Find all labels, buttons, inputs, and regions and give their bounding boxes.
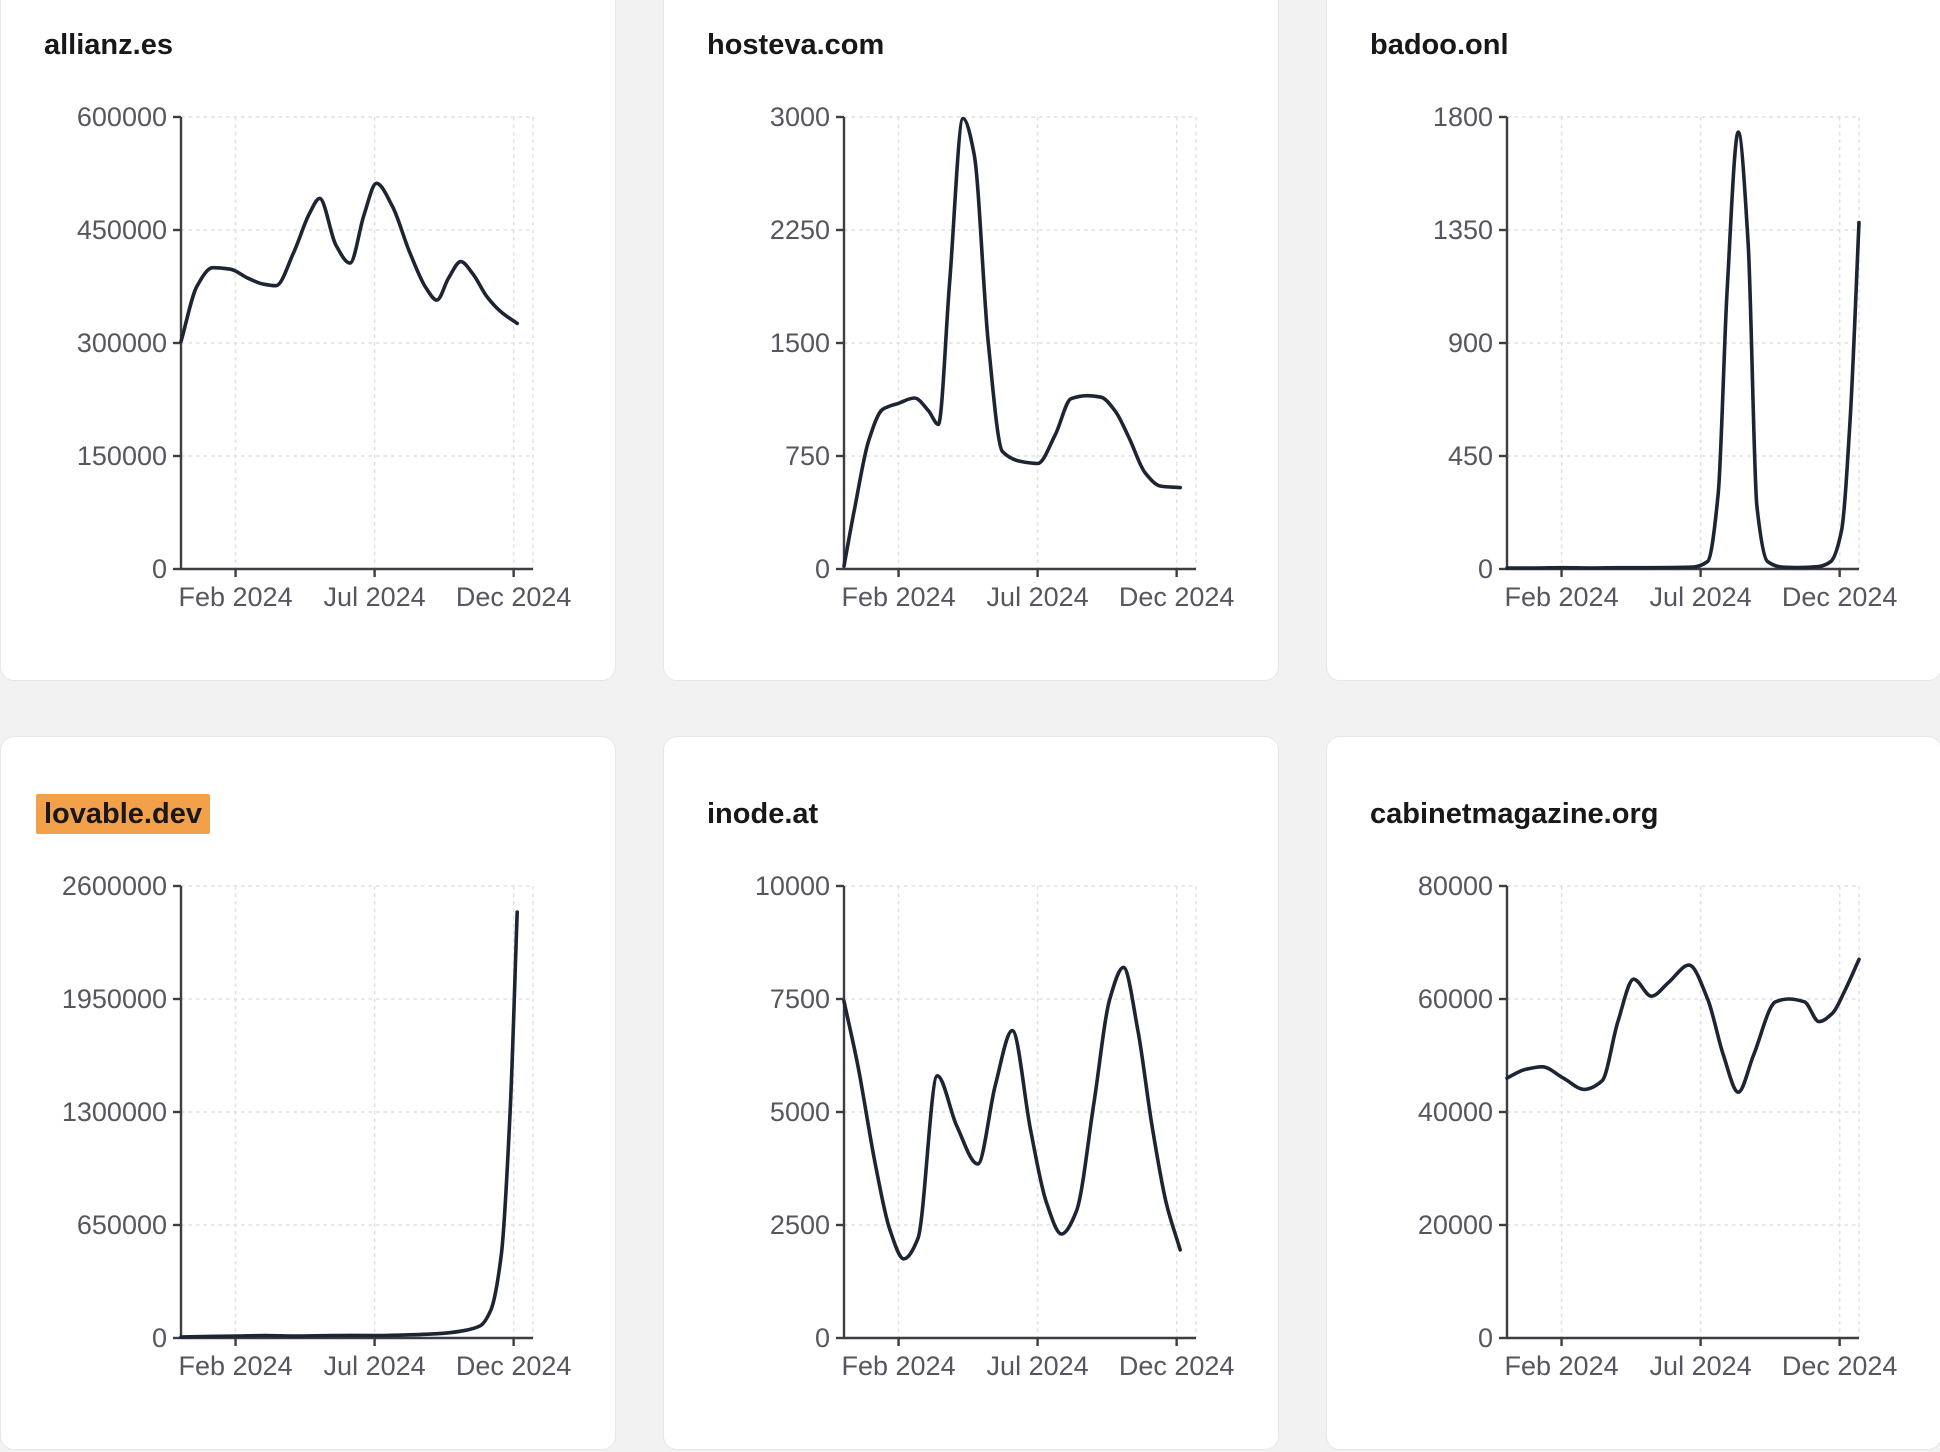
line-chart: 0 2500 5000 7500 10000 Feb 2024 Jul 2024 Dec 20…	[755, 871, 1235, 1381]
svg-text:80000: 80000	[1418, 871, 1493, 901]
svg-text:2250: 2250	[770, 215, 830, 245]
svg-text:Feb 2024: Feb 2024	[1505, 1351, 1619, 1381]
svg-text:Feb 2024: Feb 2024	[179, 1351, 293, 1381]
svg-text:20000: 20000	[1418, 1210, 1493, 1240]
chart-title-text: hosteva.com	[707, 29, 885, 61]
line-chart: 0 650000 1300000 1950000 2600000 Feb 2024 Jul …	[62, 871, 572, 1381]
svg-text:1950000: 1950000	[62, 984, 167, 1014]
svg-text:Feb 2024: Feb 2024	[842, 582, 956, 612]
chart-card-badoo-onl: badoo.onl 0 450 900 1350 1800 Feb 2024 Jul 202…	[1326, 0, 1940, 681]
svg-text:40000: 40000	[1418, 1097, 1493, 1127]
svg-text:Feb 2024: Feb 2024	[179, 582, 293, 612]
svg-text:650000: 650000	[77, 1210, 167, 1240]
svg-text:Jul 2024: Jul 2024	[1650, 582, 1752, 612]
chart-title: allianz.es	[44, 28, 615, 63]
svg-text:Jul 2024: Jul 2024	[987, 582, 1089, 612]
chart-title-text: badoo.onl	[1370, 29, 1509, 61]
svg-text:600000: 600000	[77, 102, 167, 132]
svg-text:450: 450	[1448, 441, 1493, 471]
chart-title: lovable.dev	[36, 794, 615, 834]
svg-text:Dec 2024: Dec 2024	[456, 1351, 572, 1381]
chart-card-allianz-es: allianz.es 0 150000 300000 450000 600000 Feb …	[0, 0, 616, 681]
svg-text:Dec 2024: Dec 2024	[1782, 1351, 1898, 1381]
svg-text:150000: 150000	[77, 441, 167, 471]
chart-card-cabinetmagazine-org: cabinetmagazine.org 0 20000 40000 60000 8000…	[1326, 736, 1940, 1450]
line-chart: 0 750 1500 2250 3000 Feb 2024 Jul 2024 Dec 2024	[770, 102, 1235, 612]
svg-text:10000: 10000	[755, 871, 830, 901]
svg-text:Dec 2024: Dec 2024	[456, 582, 572, 612]
svg-text:Jul 2024: Jul 2024	[324, 1351, 426, 1381]
chart-title-text: inode.at	[707, 798, 819, 830]
svg-text:750: 750	[785, 441, 830, 471]
svg-text:900: 900	[1448, 328, 1493, 358]
svg-text:3000: 3000	[770, 102, 830, 132]
svg-text:1800: 1800	[1433, 102, 1493, 132]
svg-text:Dec 2024: Dec 2024	[1119, 1351, 1235, 1381]
svg-text:Jul 2024: Jul 2024	[1650, 1351, 1752, 1381]
chart-card-hosteva-com: hosteva.com 0 750 1500 2250 3000 Feb 2024 Jul …	[663, 0, 1279, 681]
svg-text:Dec 2024: Dec 2024	[1782, 582, 1898, 612]
svg-text:0: 0	[152, 554, 167, 584]
svg-text:60000: 60000	[1418, 984, 1493, 1014]
svg-text:0: 0	[152, 1323, 167, 1353]
svg-text:Dec 2024: Dec 2024	[1119, 582, 1235, 612]
svg-text:0: 0	[1478, 554, 1493, 584]
chart-title-text: allianz.es	[44, 29, 173, 61]
svg-text:5000: 5000	[770, 1097, 830, 1127]
svg-text:0: 0	[1478, 1323, 1493, 1353]
svg-text:1500: 1500	[770, 328, 830, 358]
chart-title-text: lovable.dev	[36, 794, 210, 834]
chart-title: cabinetmagazine.org	[1370, 797, 1940, 832]
chart-title: inode.at	[707, 797, 1278, 832]
svg-text:300000: 300000	[77, 328, 167, 358]
svg-text:0: 0	[815, 554, 830, 584]
chart-title: badoo.onl	[1370, 28, 1940, 63]
svg-text:Feb 2024: Feb 2024	[842, 1351, 956, 1381]
svg-text:Jul 2024: Jul 2024	[324, 582, 426, 612]
chart-card-inode-at: inode.at 0 2500 5000 7500 10000 Feb 2024 Jul 2…	[663, 736, 1279, 1450]
chart-card-lovable-dev: lovable.dev 0 650000 1300000 1950000 2600000…	[0, 736, 616, 1450]
line-chart: 0 150000 300000 450000 600000 Feb 2024 Jul 202…	[77, 102, 572, 612]
svg-text:1350: 1350	[1433, 215, 1493, 245]
svg-text:0: 0	[815, 1323, 830, 1353]
svg-text:1300000: 1300000	[62, 1097, 167, 1127]
line-chart: 0 450 900 1350 1800 Feb 2024 Jul 2024 Dec 2024	[1433, 102, 1898, 612]
svg-text:7500: 7500	[770, 984, 830, 1014]
chart-title-text: cabinetmagazine.org	[1370, 798, 1659, 830]
svg-text:2500: 2500	[770, 1210, 830, 1240]
svg-text:Jul 2024: Jul 2024	[987, 1351, 1089, 1381]
svg-text:2600000: 2600000	[62, 871, 167, 901]
chart-title: hosteva.com	[707, 28, 1278, 63]
svg-text:450000: 450000	[77, 215, 167, 245]
line-chart: 0 20000 40000 60000 80000 Feb 2024 Jul 2024 Dec…	[1418, 871, 1898, 1381]
svg-text:Feb 2024: Feb 2024	[1505, 582, 1619, 612]
